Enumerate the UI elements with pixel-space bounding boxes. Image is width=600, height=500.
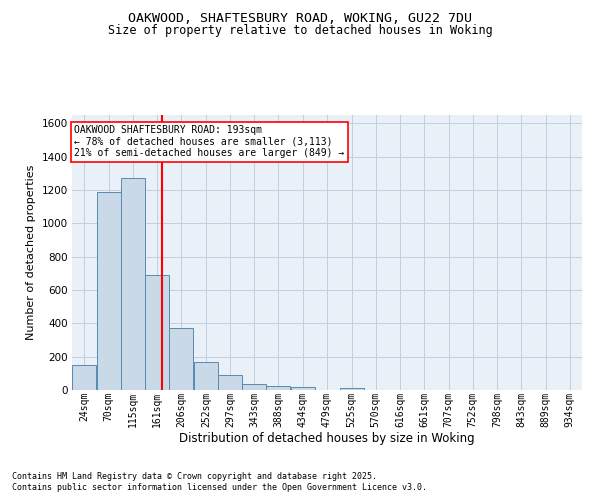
Y-axis label: Number of detached properties: Number of detached properties <box>26 165 36 340</box>
Bar <box>145 275 169 390</box>
Bar <box>121 178 145 390</box>
Bar <box>72 365 96 390</box>
Text: OAKWOOD, SHAFTESBURY ROAD, WOKING, GU22 7DU: OAKWOOD, SHAFTESBURY ROAD, WOKING, GU22 … <box>128 12 472 26</box>
X-axis label: Distribution of detached houses by size in Woking: Distribution of detached houses by size … <box>179 432 475 445</box>
Text: Size of property relative to detached houses in Woking: Size of property relative to detached ho… <box>107 24 493 37</box>
Text: Contains public sector information licensed under the Open Government Licence v3: Contains public sector information licen… <box>12 484 427 492</box>
Bar <box>340 388 364 390</box>
Text: Contains HM Land Registry data © Crown copyright and database right 2025.: Contains HM Land Registry data © Crown c… <box>12 472 377 481</box>
Bar <box>218 375 242 390</box>
Bar <box>194 362 218 390</box>
Text: OAKWOOD SHAFTESBURY ROAD: 193sqm
← 78% of detached houses are smaller (3,113)
21: OAKWOOD SHAFTESBURY ROAD: 193sqm ← 78% o… <box>74 125 345 158</box>
Bar <box>97 192 121 390</box>
Bar <box>291 386 315 390</box>
Bar <box>242 384 266 390</box>
Bar <box>266 386 290 390</box>
Bar <box>169 328 193 390</box>
